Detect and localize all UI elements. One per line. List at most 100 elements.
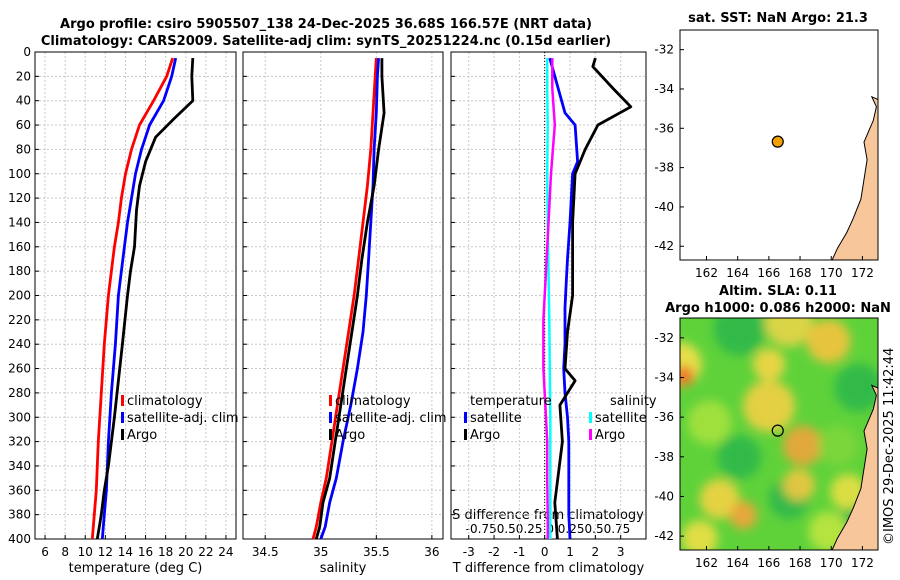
y-tick-label: 320 (8, 435, 31, 449)
series-line-t-satellite (548, 57, 579, 540)
series-line-s-satellite (545, 58, 552, 539)
sla-blob (782, 469, 815, 502)
x-tick-label: 34.5 (252, 545, 279, 559)
sla-blob (834, 363, 878, 412)
legend-temp-satellite-swatch (121, 412, 124, 423)
sla-field (680, 318, 878, 550)
sla-blob (680, 366, 694, 386)
map-y-tick-label: -38 (654, 161, 674, 175)
map-x-tick-label: 162 (695, 266, 718, 280)
legend-diff-s-satellite-swatch (589, 412, 592, 423)
y-tick-label: 180 (8, 264, 31, 278)
land-group (831, 95, 878, 260)
x-tick-label: 35 (313, 545, 328, 559)
series-line-satellite-adj-clim (319, 58, 380, 540)
y-tick-label: 80 (16, 142, 31, 156)
x-tick-label: 18 (158, 545, 173, 559)
map-y-tick-label: -40 (654, 200, 674, 214)
legend-sal-argo-label: Argo (335, 428, 365, 443)
x-tick-label: -1 (513, 545, 525, 559)
y-tick-label: 0 (23, 45, 31, 59)
map-y-tick-label: -32 (654, 43, 674, 57)
sla-blob (713, 318, 766, 356)
x-tick-label: 6 (41, 545, 49, 559)
sst-argo-location-marker (771, 135, 784, 148)
legend-sal-climatology-swatch (329, 395, 332, 406)
y-tick-label: 140 (8, 215, 31, 229)
legend-sal-satellite-swatch (329, 412, 332, 423)
map-frame (679, 29, 879, 261)
legend-diff-t-satellite-label: satellite (470, 411, 522, 426)
sla-blob (806, 319, 851, 364)
imos-watermark: ©IMOS 29-Dec-2025 11:42:44 (882, 348, 897, 545)
y-tick-label: 120 (8, 191, 31, 205)
sla-blobs (680, 318, 878, 550)
sla-blob (699, 478, 740, 519)
sla-blob (753, 348, 786, 381)
sla-blob (743, 380, 796, 433)
map-x-tick-label: 168 (789, 266, 812, 280)
map-x-tick-label: 164 (726, 556, 749, 570)
y-tick-label: 260 (8, 362, 31, 376)
x-tick-label: 22 (198, 545, 213, 559)
map-x-tick-label: 172 (851, 266, 874, 280)
series-line-climatology (90, 57, 175, 540)
sla-map-title: Altim. SLA: 0.11 (719, 284, 837, 299)
sla-blob (687, 400, 732, 445)
y-tick-label: 300 (8, 410, 31, 424)
y-tick-label: 60 (16, 118, 31, 132)
sla-blob (782, 425, 823, 466)
series-line-argo (314, 58, 386, 540)
series-line-s-argo (542, 58, 557, 539)
legend-diff-t-satellite-swatch (464, 412, 467, 423)
x-tick-label: 3 (617, 545, 625, 559)
legend-temp-satellite-label: satellite-adj. clim (127, 411, 239, 426)
map-y-tick-label: -34 (654, 370, 674, 384)
y-tick-label: 100 (8, 167, 31, 181)
sla-blob (681, 520, 718, 550)
legend-temp-climatology-label: climatology (127, 394, 203, 409)
y-tick-label: 360 (8, 483, 31, 497)
map-x-tick-label: 162 (695, 556, 718, 570)
map-y-tick-label: -34 (654, 82, 674, 96)
sla-blob (818, 425, 859, 466)
legend-diff-s-argo-label: Argo (595, 428, 625, 443)
y-tick-label: 380 (8, 508, 31, 522)
legend-diff-sal-title: salinity (610, 394, 657, 409)
x-tick-label: -2 (488, 545, 500, 559)
map-y-tick-label: -42 (654, 529, 674, 543)
map-y-tick-label: -42 (654, 239, 674, 253)
map-x-tick-label: 170 (820, 556, 843, 570)
legend-temp-argo-label: Argo (127, 428, 157, 443)
x-tick-label: 20 (178, 545, 193, 559)
x-axis-label: temperature (deg C) (69, 561, 203, 576)
map-x-tick-label: 164 (726, 266, 749, 280)
x-tick-label: 36 (424, 545, 439, 559)
x-tick-label: 0 (541, 545, 549, 559)
x-tick-label: 12 (98, 545, 113, 559)
sla-blob (729, 501, 758, 530)
legend-diff-t-argo-label: Argo (470, 428, 500, 443)
series-line-argo (95, 58, 195, 540)
sla-argo-location-marker (771, 424, 784, 437)
series-line-satellite-adj-clim (100, 57, 178, 540)
map-x-tick-label: 168 (789, 556, 812, 570)
map-y-tick-label: -38 (654, 450, 674, 464)
legend-diff-t-argo-swatch (464, 429, 467, 440)
map-x-tick-label: 166 (757, 266, 780, 280)
y-tick-label: 220 (8, 313, 31, 327)
x-tick-label: 10 (78, 545, 93, 559)
map-x-tick-label: 172 (851, 556, 874, 570)
y-tick-label: 20 (16, 69, 31, 83)
map-x-tick-label: 166 (757, 556, 780, 570)
y-tick-label: 280 (8, 386, 31, 400)
y-tick-label: 40 (16, 94, 31, 108)
figure-title-line2: Climatology: CARS2009. Satellite-adj cli… (41, 34, 611, 49)
sla-blob (764, 318, 813, 347)
x-tick-label: 2 (592, 545, 600, 559)
x-tick-label: 8 (61, 545, 69, 559)
series-line-t-argo (553, 57, 633, 540)
legend-sal-climatology-label: climatology (335, 394, 411, 409)
legend-temp-climatology-swatch (121, 395, 124, 406)
